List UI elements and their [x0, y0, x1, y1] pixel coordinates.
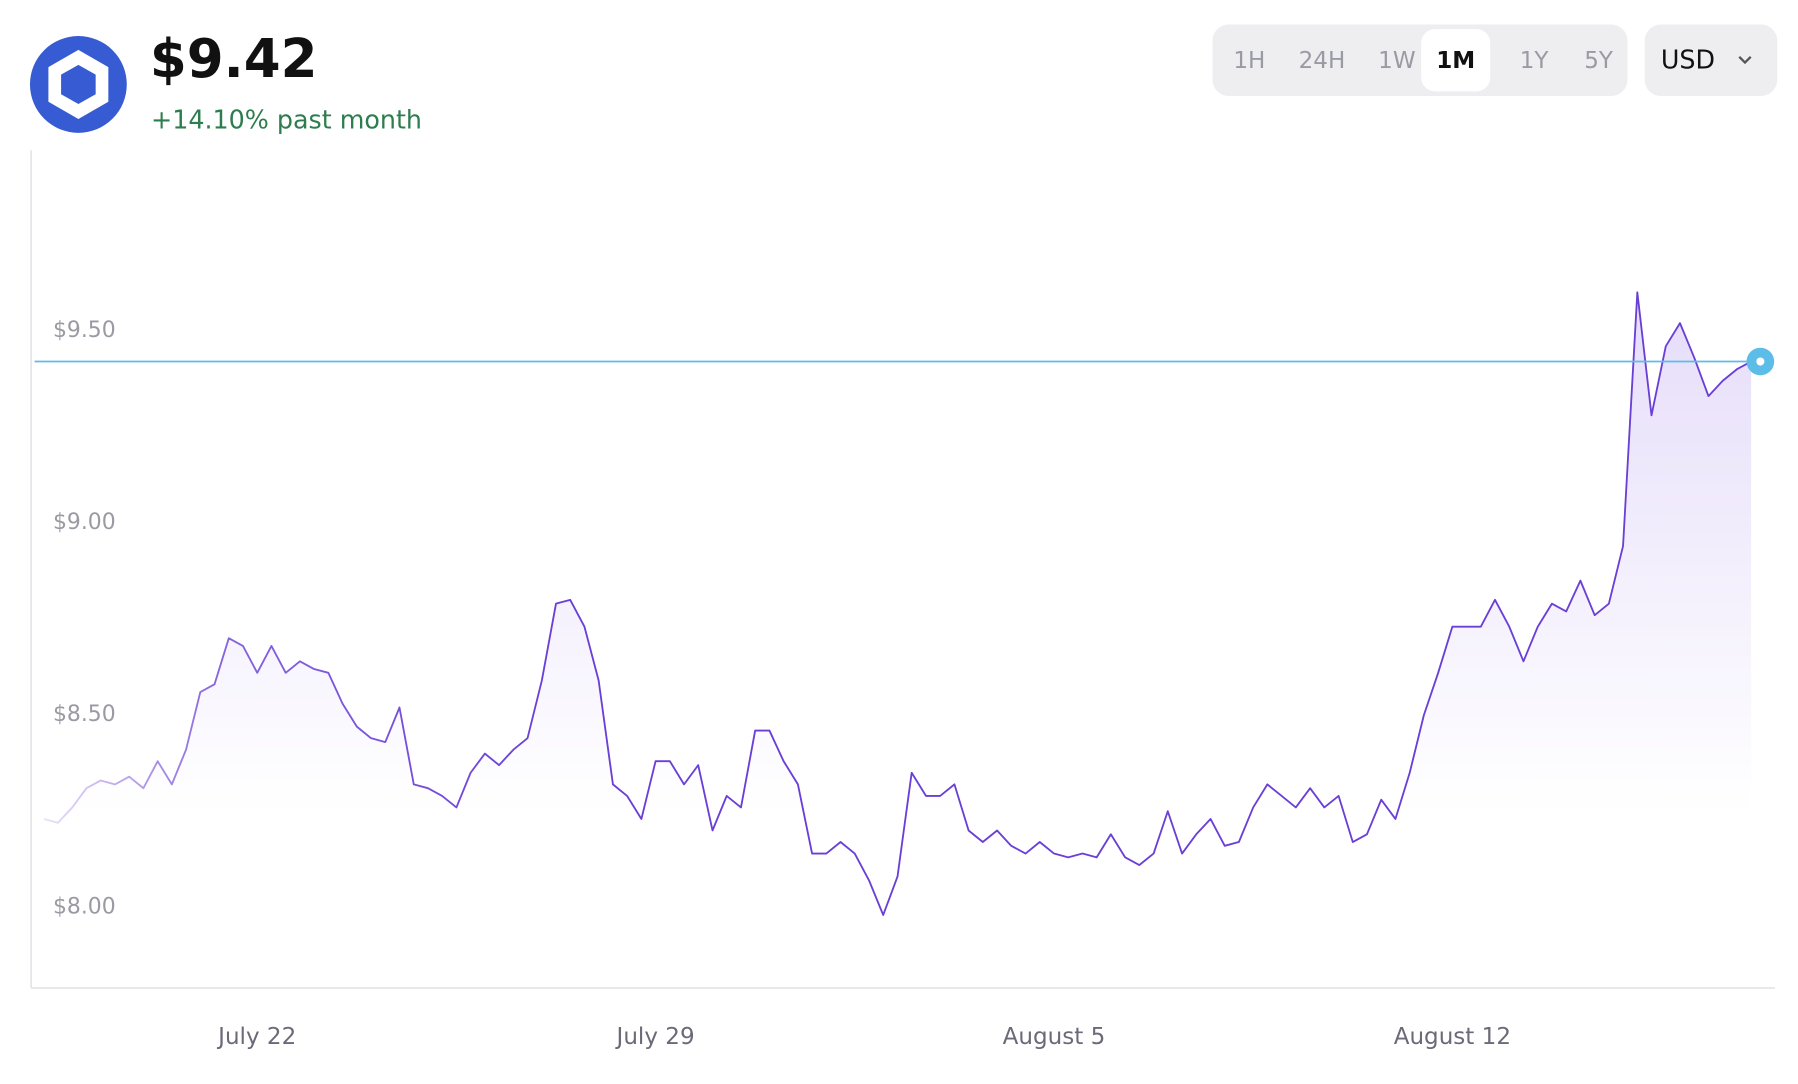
- range-button[interactable]: 5Y: [1584, 48, 1614, 74]
- range-button[interactable]: 24H: [1299, 48, 1346, 74]
- currency[interactable]: USD: [1661, 44, 1715, 74]
- range-button-active[interactable]: [1421, 29, 1491, 92]
- x-tick-label: August 12: [1394, 1024, 1511, 1050]
- range-button[interactable]: 1W: [1378, 48, 1416, 74]
- price: $9.42: [150, 28, 318, 90]
- area: [43, 292, 1752, 989]
- current-point-center: [1756, 357, 1765, 366]
- range-button[interactable]: 1H: [1233, 48, 1265, 74]
- change: +14.10% past month: [151, 104, 422, 134]
- logo: [29, 36, 127, 133]
- x-tick-label: July 22: [216, 1024, 296, 1050]
- dropdown-icon[interactable]: [1738, 55, 1752, 65]
- y-tick-label: $8.50: [53, 702, 116, 727]
- x-tick-label: July 29: [615, 1024, 695, 1050]
- range-selector: [1212, 24, 1628, 96]
- range-button[interactable]: 1Y: [1520, 48, 1550, 74]
- price-line: [43, 291, 1752, 916]
- range-button[interactable]: 1M: [1436, 48, 1475, 74]
- y-tick-label: $9.50: [53, 318, 116, 343]
- x-tick-label: August 5: [1003, 1024, 1106, 1050]
- y-tick-label: $9.00: [53, 510, 116, 535]
- currency-selector[interactable]: [1644, 24, 1778, 96]
